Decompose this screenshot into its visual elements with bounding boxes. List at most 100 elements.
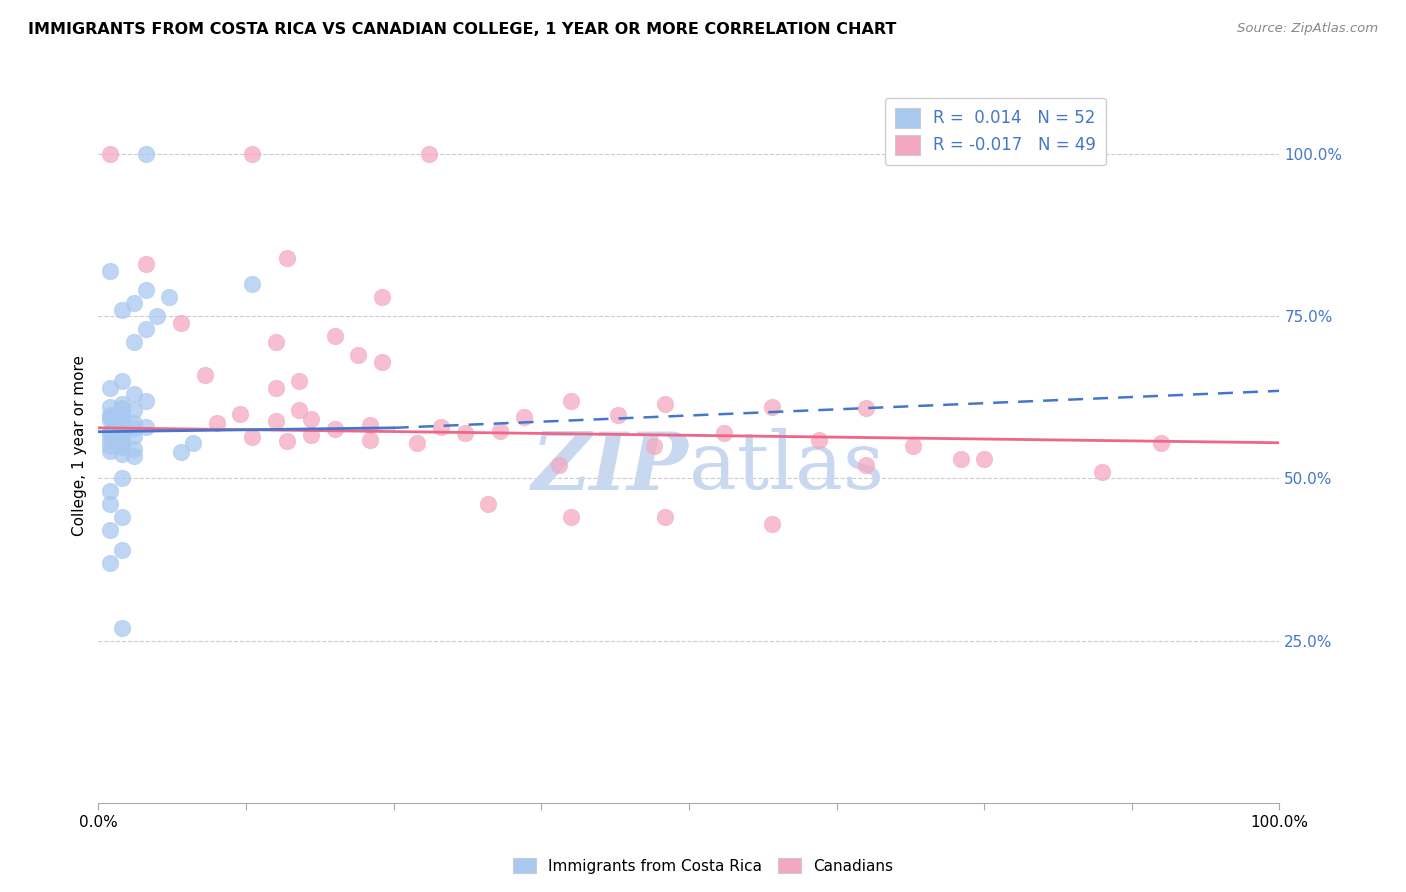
Point (122, 442, 145, 457)
Legend: R =  0.014   N = 52, R = -0.017   N = 49: R = 0.014 N = 52, R = -0.017 N = 49 (884, 97, 1105, 165)
Point (111, 401, 134, 416)
Point (299, 411, 322, 425)
Point (1091, 465, 1114, 479)
Point (98, 413, 121, 427)
Text: IMMIGRANTS FROM COSTA RICA VS CANADIAN COLLEGE, 1 YEAR OR MORE CORRELATION CHART: IMMIGRANTS FROM COSTA RICA VS CANADIAN C… (28, 22, 897, 37)
Point (98, 484, 121, 499)
Point (111, 374, 134, 388)
Point (111, 397, 134, 411)
Point (98, 439, 121, 453)
Point (489, 424, 512, 438)
Point (111, 417, 134, 432)
Point (194, 368, 217, 382)
Point (654, 510, 676, 524)
Point (98, 497, 121, 511)
Point (560, 393, 582, 408)
Point (135, 393, 157, 408)
Point (135, 147, 157, 161)
Point (477, 497, 499, 511)
Point (418, 147, 440, 161)
Point (98, 427, 121, 442)
Point (299, 428, 322, 442)
Point (276, 251, 298, 265)
Point (229, 407, 252, 421)
Point (98, 264, 121, 278)
Point (111, 440, 134, 454)
Point (98, 400, 121, 414)
Point (98, 556, 121, 570)
Point (98, 408, 121, 422)
Point (430, 420, 453, 434)
Legend: Immigrants from Costa Rica, Canadians: Immigrants from Costa Rica, Canadians (508, 852, 898, 880)
Point (98, 425, 121, 439)
Point (111, 423, 134, 437)
Point (122, 296, 145, 310)
Point (98, 409, 121, 424)
Point (111, 510, 134, 524)
Point (807, 433, 830, 447)
Point (170, 445, 193, 459)
Point (276, 434, 298, 449)
Point (323, 328, 346, 343)
Point (135, 419, 157, 434)
Point (560, 510, 582, 524)
Point (135, 257, 157, 271)
Point (98, 147, 121, 161)
Point (288, 374, 311, 388)
Point (122, 335, 145, 350)
Point (135, 283, 157, 297)
Point (122, 387, 145, 401)
Point (122, 429, 145, 443)
Point (111, 542, 134, 557)
Point (122, 417, 145, 431)
Point (761, 516, 783, 531)
Point (264, 414, 287, 428)
Point (98, 433, 121, 447)
Point (111, 407, 134, 421)
Point (371, 354, 394, 368)
Point (122, 449, 145, 463)
Point (98, 381, 121, 395)
Point (643, 439, 665, 453)
Point (1150, 435, 1173, 450)
Point (111, 437, 134, 451)
Point (264, 335, 287, 350)
Text: Source: ZipAtlas.com: Source: ZipAtlas.com (1237, 22, 1378, 36)
Point (973, 452, 995, 467)
Point (347, 348, 370, 362)
Text: atlas: atlas (689, 428, 884, 507)
Point (359, 433, 381, 447)
Point (146, 310, 169, 324)
Point (111, 302, 134, 317)
Text: ZIP: ZIP (531, 429, 689, 506)
Point (761, 400, 783, 414)
Point (122, 403, 145, 417)
Point (949, 452, 972, 467)
Point (453, 425, 475, 440)
Point (855, 458, 877, 473)
Point (359, 418, 381, 433)
Point (205, 417, 228, 431)
Point (135, 322, 157, 336)
Point (607, 408, 630, 422)
Point (111, 425, 134, 440)
Point (111, 471, 134, 485)
Point (170, 316, 193, 330)
Point (111, 431, 134, 445)
Point (406, 436, 429, 450)
Point (98, 524, 121, 538)
Point (264, 381, 287, 395)
Point (240, 277, 263, 291)
Point (713, 425, 735, 440)
Point (288, 403, 311, 417)
Y-axis label: College, 1 year or more: College, 1 year or more (72, 356, 87, 536)
Point (157, 290, 180, 304)
Point (855, 401, 877, 416)
Point (512, 409, 534, 424)
Point (654, 397, 676, 411)
Point (122, 421, 145, 435)
Point (323, 422, 346, 436)
Point (111, 411, 134, 425)
Point (111, 414, 134, 428)
Point (98, 443, 121, 458)
